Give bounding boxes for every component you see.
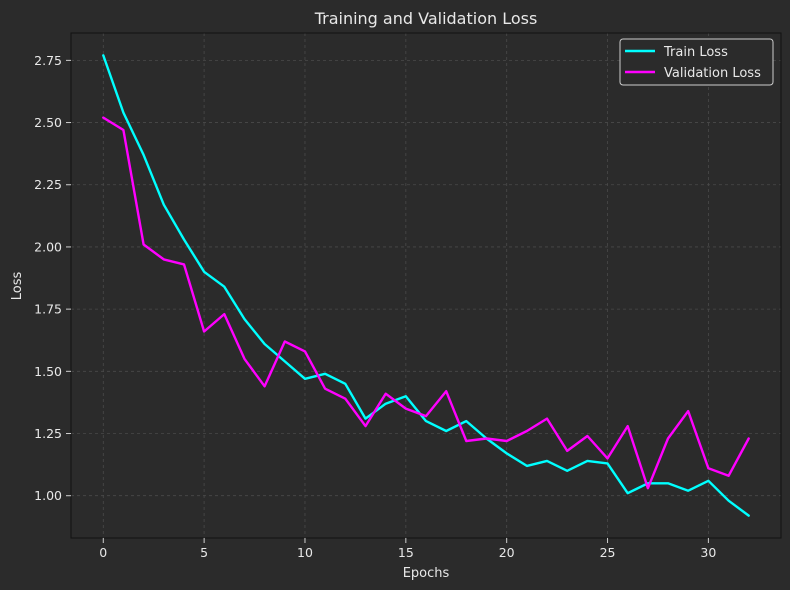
legend-label-train: Train Loss bbox=[663, 45, 728, 60]
x-tick-label: 5 bbox=[200, 545, 208, 560]
y-axis-label: Loss bbox=[10, 272, 25, 301]
y-tick-label: 2.50 bbox=[34, 115, 62, 130]
plot-frame bbox=[70, 32, 782, 539]
chart-title: Training and Validation Loss bbox=[314, 9, 538, 28]
x-tick-label: 25 bbox=[600, 545, 616, 560]
x-axis-label: Epochs bbox=[403, 566, 450, 581]
y-tick-label: 2.75 bbox=[34, 53, 62, 68]
y-tick-label: 1.25 bbox=[34, 426, 62, 441]
x-tick-label: 30 bbox=[700, 545, 716, 560]
x-tick-label: 20 bbox=[499, 545, 515, 560]
y-tick-label: 1.75 bbox=[34, 302, 62, 317]
y-tick-label: 1.50 bbox=[34, 364, 62, 379]
x-tick-label: 0 bbox=[99, 545, 107, 560]
y-axis-ticks: 1.00 1.25 1.50 1.75 2.00 2.25 2.50 2.75 bbox=[34, 53, 71, 503]
legend-box bbox=[619, 38, 774, 86]
series-lines bbox=[102, 54, 750, 517]
x-tick-label: 10 bbox=[297, 545, 313, 560]
y-tick-label: 2.25 bbox=[34, 177, 62, 192]
x-tick-label: 15 bbox=[398, 545, 414, 560]
x-axis-ticks: 0 5 10 15 20 25 30 bbox=[99, 538, 716, 560]
y-tick-label: 1.00 bbox=[34, 488, 62, 503]
legend: Train Loss Validation Loss bbox=[619, 38, 774, 86]
validation-loss-line bbox=[102, 116, 750, 490]
grid bbox=[71, 33, 781, 538]
y-tick-label: 2.00 bbox=[34, 239, 62, 254]
legend-label-validation: Validation Loss bbox=[664, 66, 761, 81]
train-loss-line bbox=[102, 54, 750, 517]
